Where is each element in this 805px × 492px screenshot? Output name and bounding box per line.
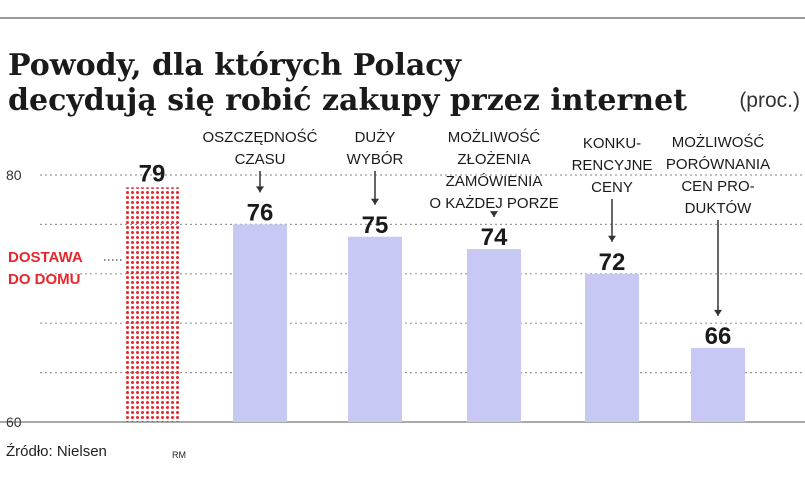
category-label: ZŁOŻENIA (457, 150, 530, 168)
category-label: MOŻLIWOŚĆ (448, 128, 541, 146)
bar (233, 224, 287, 422)
labels-group: 79 DOSTAWA DO DOMU 76 OSZCZĘDNOŚĆ CZASU 75 DUŻY… (8, 128, 770, 350)
category-arrow (714, 309, 722, 316)
category-label: DUKTÓW (685, 200, 753, 217)
value-label: 74 (481, 224, 508, 251)
category-label: KONKU- (583, 135, 641, 152)
chart-title-line1: Powody, dla których Polacy (8, 48, 463, 83)
category-label: DOSTAWA (8, 249, 83, 266)
category-label: CENY (591, 179, 633, 196)
category-arrow (371, 198, 379, 205)
bar (585, 273, 639, 422)
bar (348, 236, 402, 422)
category-label: DO DOMU (8, 271, 81, 288)
category-arrow (490, 211, 498, 218)
category-arrow (256, 186, 264, 193)
bar (467, 249, 521, 422)
bar (125, 187, 179, 422)
category-label: MOŻLIWOŚĆ (672, 133, 765, 151)
category-label: RENCYJNE (572, 157, 653, 174)
category-label: DUŻY (355, 128, 396, 146)
author-label: RM (172, 450, 186, 460)
unit-label: (proc.) (739, 89, 800, 112)
category-arrow (608, 235, 616, 242)
category-label: O KAŻDEJ PORZE (429, 194, 558, 212)
bars-group (125, 187, 745, 422)
category-label: PORÓWNANIA (666, 156, 770, 173)
category-label: OSZCZĘDNOŚĆ (202, 128, 317, 146)
category-label: CEN PRO- (681, 178, 754, 195)
y-tick-80: 80 (6, 167, 22, 183)
value-label: 75 (362, 212, 389, 239)
category-label: WYBÓR (347, 151, 404, 168)
value-label: 76 (247, 199, 274, 226)
category-label: CZASU (235, 151, 286, 168)
category-label: ZAMÓWIENIA (446, 173, 543, 190)
source-label: Źródło: Nielsen (6, 443, 107, 460)
bar (691, 347, 745, 422)
value-label: 79 (139, 160, 166, 187)
chart-title-line2: decydują się robić zakupy przez internet (8, 83, 687, 118)
value-label: 66 (705, 323, 732, 350)
value-label: 72 (599, 249, 626, 276)
